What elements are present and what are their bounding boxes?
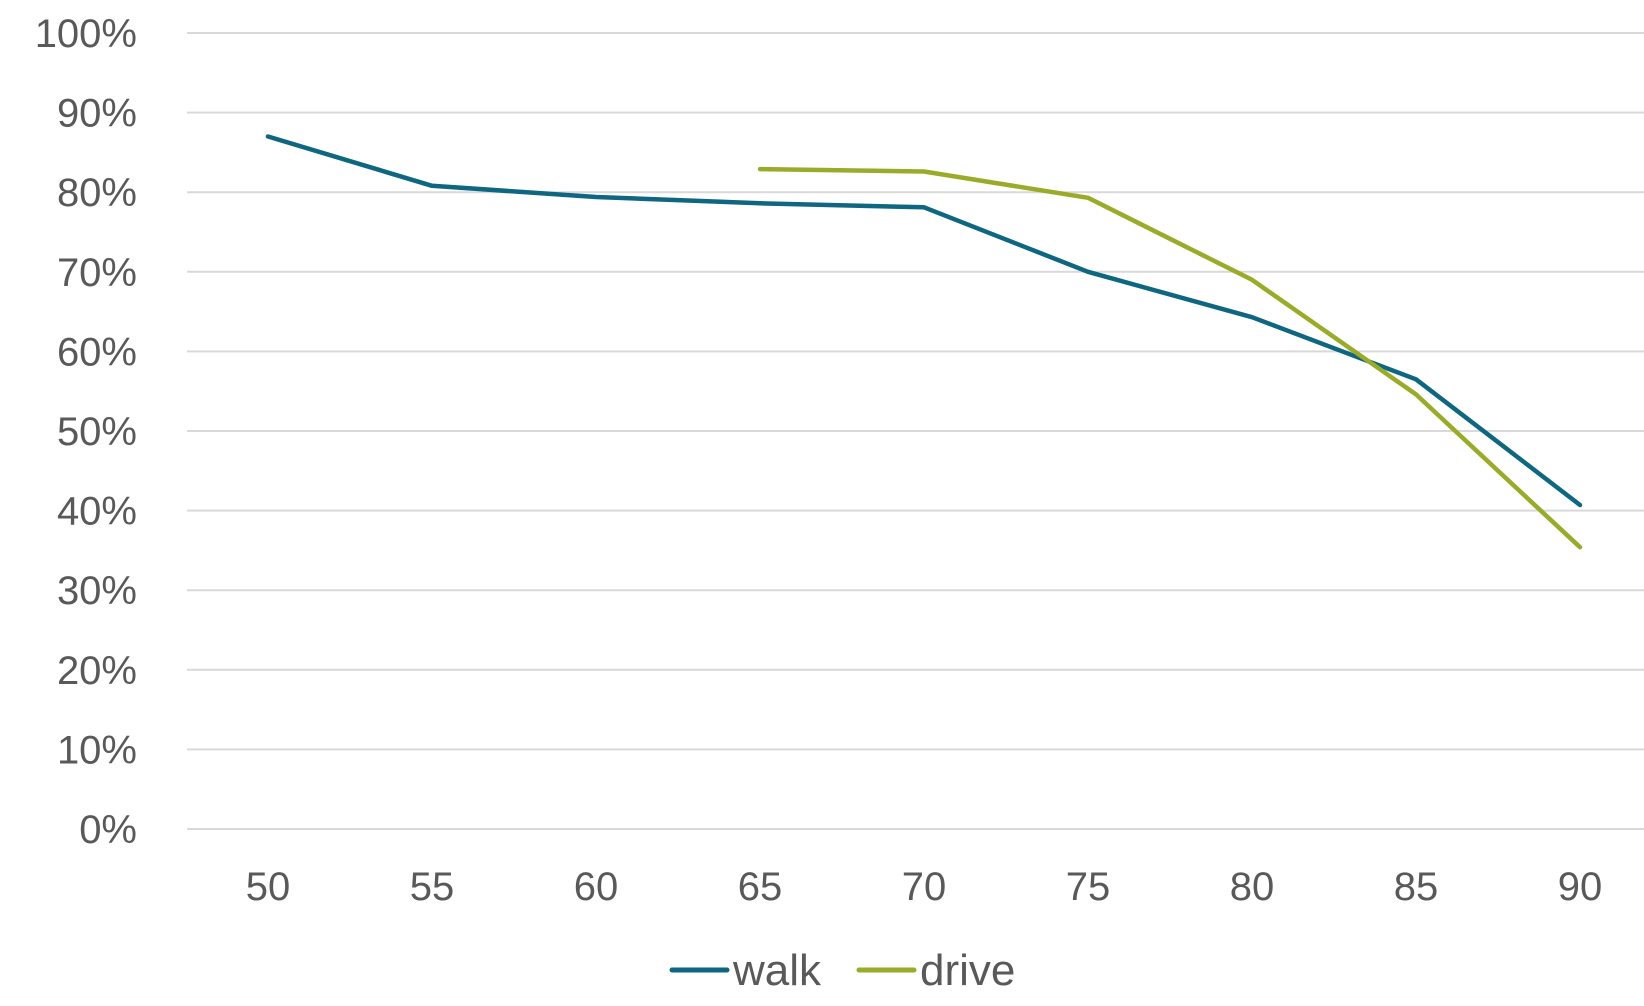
- legend: walk drive: [669, 946, 1015, 995]
- y-tick-label: 10%: [57, 728, 137, 772]
- y-tick-label: 80%: [57, 171, 137, 215]
- x-tick-label: 55: [410, 865, 455, 909]
- x-tick-label: 50: [246, 865, 291, 909]
- y-tick-label: 40%: [57, 490, 137, 534]
- x-tick-label: 75: [1066, 865, 1111, 909]
- x-tick-label: 65: [738, 865, 783, 909]
- x-axis-tick-labels: 50 55 60 65 70 75 80 85 90: [246, 865, 1603, 909]
- x-tick-label: 80: [1230, 865, 1275, 909]
- y-tick-label: 0%: [79, 808, 137, 852]
- x-tick-label: 70: [902, 865, 947, 909]
- y-tick-label: 30%: [57, 569, 137, 613]
- gridlines: [187, 32, 1644, 830]
- y-tick-label: 60%: [57, 330, 137, 374]
- y-tick-label: 20%: [57, 649, 137, 693]
- legend-label-walk: walk: [732, 946, 822, 995]
- x-tick-label: 90: [1558, 865, 1603, 909]
- y-tick-label: 90%: [57, 92, 137, 136]
- series-lines: [265, 134, 1583, 550]
- x-tick-label: 60: [574, 865, 619, 909]
- y-axis-tick-labels: 0% 10% 20% 30% 40% 50% 60% 70% 80% 90% 100%: [35, 12, 137, 852]
- y-tick-label: 70%: [57, 251, 137, 295]
- series-line-drive: [757, 166, 1583, 550]
- y-tick-label: 100%: [35, 12, 137, 56]
- legend-label-drive: drive: [920, 946, 1015, 995]
- x-tick-label: 85: [1394, 865, 1439, 909]
- y-tick-label: 50%: [57, 410, 137, 454]
